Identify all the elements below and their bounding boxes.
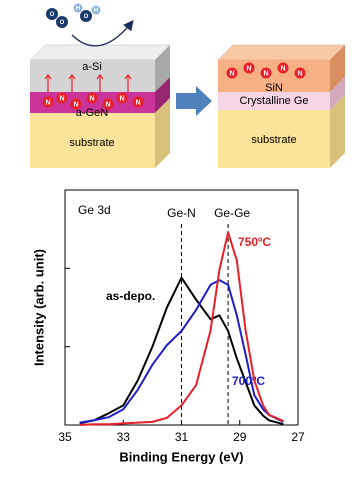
atom-label: O xyxy=(50,12,55,18)
x-tick-label: 35 xyxy=(58,430,72,444)
atom-label: N xyxy=(89,95,94,102)
layer-label: a-Si xyxy=(82,61,102,73)
atom-label: N xyxy=(297,70,302,77)
n-atom xyxy=(116,92,128,104)
n-atom xyxy=(42,96,54,108)
annotation: Ge-Ge xyxy=(214,206,250,220)
molecule-atom xyxy=(91,5,101,15)
molecule-atom xyxy=(46,8,58,20)
annotation: Ge-N xyxy=(167,206,196,220)
n-atom xyxy=(226,67,238,79)
atom-label: N xyxy=(229,70,234,77)
atom-label: N xyxy=(119,95,124,102)
layer-label: substrate xyxy=(251,134,296,146)
left-stack: a-Si a-GeN substrate xyxy=(29,44,171,168)
atom-label: H xyxy=(94,8,98,14)
n-atom xyxy=(294,67,306,79)
layer-label: substrate xyxy=(69,137,114,149)
series-line xyxy=(79,276,284,426)
atom-label: N xyxy=(280,65,285,72)
atom-label: O xyxy=(84,14,89,20)
x-tick-label: 33 xyxy=(117,430,131,444)
layer-label: Crystalline Ge xyxy=(239,95,308,107)
atom-label: O xyxy=(60,20,65,26)
n-atom xyxy=(102,98,114,110)
atom-label: N xyxy=(73,101,78,108)
atom-label: N xyxy=(135,99,140,106)
layer-label: SiN xyxy=(265,82,283,94)
atom-label: N xyxy=(246,65,251,72)
n-atom xyxy=(243,62,255,74)
series-label: as-depo. xyxy=(106,289,155,303)
atom-label: N xyxy=(263,70,268,77)
right-stack: SiN Crystalline Ge substrate xyxy=(217,44,346,168)
n-atom xyxy=(86,92,98,104)
molecule-atom xyxy=(73,3,83,13)
annotation: Ge 3d xyxy=(78,203,111,217)
n-atom xyxy=(277,62,289,74)
x-tick-label: 29 xyxy=(233,430,247,444)
atom-label: H xyxy=(76,6,80,12)
process-arrow xyxy=(176,86,212,116)
n-atom xyxy=(56,92,68,104)
outgas-arrow xyxy=(71,19,134,47)
n-atom xyxy=(132,96,144,108)
layer-label: a-GeN xyxy=(76,107,108,119)
series-line xyxy=(79,231,284,426)
y-axis-label: Intensity (arb. unit) xyxy=(31,249,46,366)
series-label: 750ºC xyxy=(238,235,271,249)
molecule-atom xyxy=(80,10,92,22)
series-label: 700ºC xyxy=(232,374,265,388)
atom-label: N xyxy=(105,101,110,108)
atom-label: N xyxy=(59,95,64,102)
series-line xyxy=(79,279,284,424)
x-tick-label: 27 xyxy=(291,430,305,444)
x-axis-label: Binding Energy (eV) xyxy=(119,449,243,464)
n-atom xyxy=(260,67,272,79)
atom-label: N xyxy=(45,99,50,106)
molecule-atom xyxy=(56,16,68,28)
x-tick-label: 31 xyxy=(175,430,189,444)
n-atom xyxy=(70,98,82,110)
